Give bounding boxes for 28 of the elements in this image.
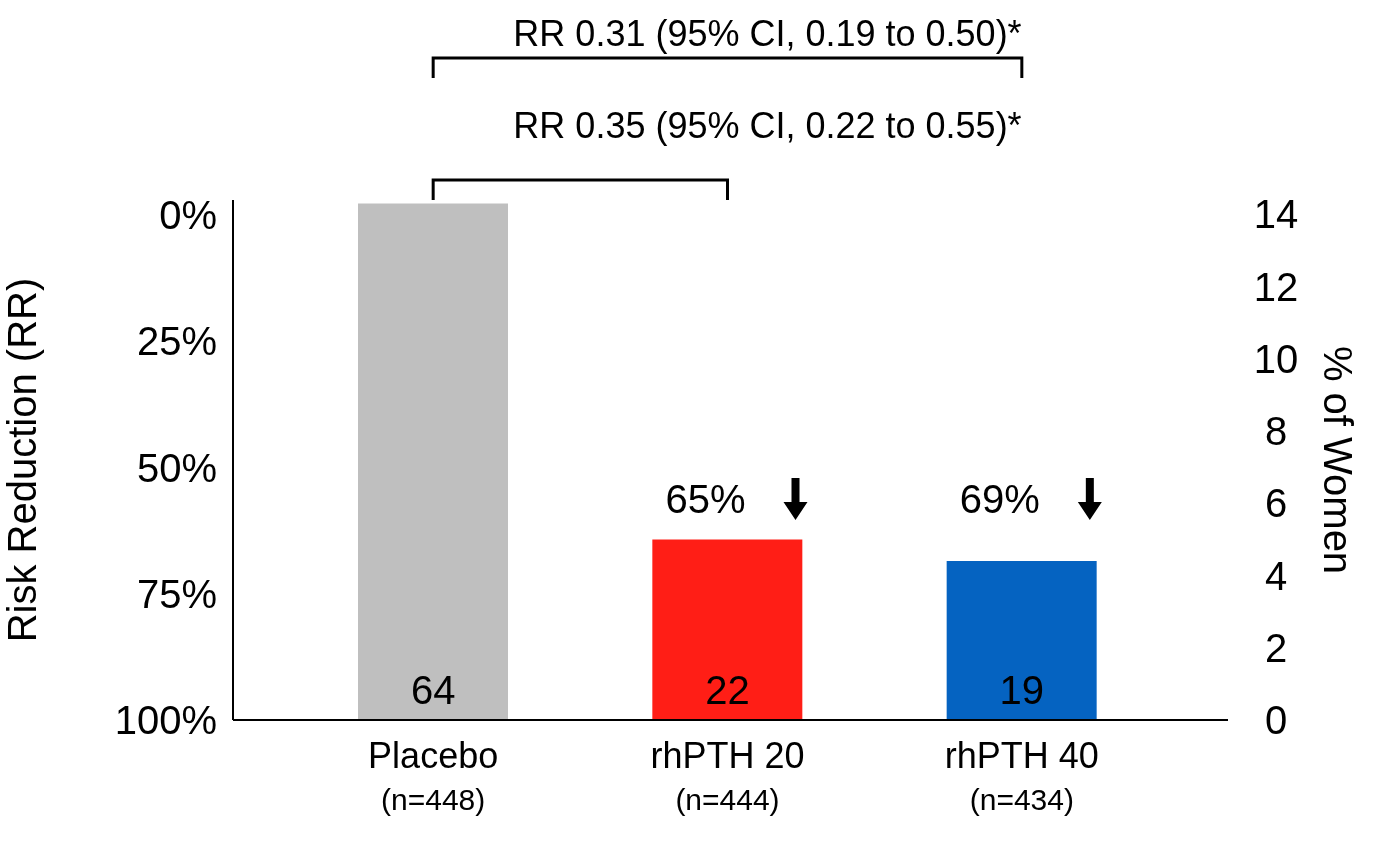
y-tick-label: 25% — [136, 319, 217, 364]
x-tick-label: rhPTH 20 (n=444) — [650, 735, 805, 816]
y-tick-label: 100% — [114, 698, 217, 742]
annotation: 64 — [410, 668, 456, 712]
y-tick-label: 0% — [159, 193, 217, 238]
bar — [358, 203, 508, 720]
y2-tick-label: 2 — [1264, 625, 1288, 670]
annotation: 69% — [959, 477, 1040, 521]
y2-tick-label: 10 — [1253, 336, 1299, 381]
y2-tick-label: 12 — [1253, 264, 1299, 309]
y2-tick-label: 6 — [1264, 481, 1288, 526]
x-tick-label: rhPTH 40 (n=434) — [944, 735, 1099, 816]
text: RR 0.35 (95% CI, 0.22 to 0.55)* — [513, 105, 1022, 146]
annotation: 65% — [665, 477, 746, 521]
annotation: 22 — [705, 668, 750, 712]
y-tick-label: 50% — [136, 445, 217, 490]
y2-axis-title: % of Women — [1315, 345, 1360, 575]
x-tick-label: Placebo (n=448) — [368, 735, 499, 816]
annotation: 19 — [999, 668, 1045, 712]
y-tick-label: 75% — [136, 571, 217, 616]
bar — [946, 561, 1097, 720]
y2-tick-label: 4 — [1264, 553, 1288, 598]
y2-tick-label: 0 — [1264, 698, 1288, 742]
y2-tick-label: 8 — [1264, 409, 1288, 454]
text: RR 0.31 (95% CI, 0.19 to 0.50)* — [513, 13, 1022, 54]
y-axis-title: Risk Reduction (RR) — [0, 277, 45, 643]
bar — [652, 539, 803, 720]
y2-tick-label: 14 — [1253, 192, 1299, 237]
